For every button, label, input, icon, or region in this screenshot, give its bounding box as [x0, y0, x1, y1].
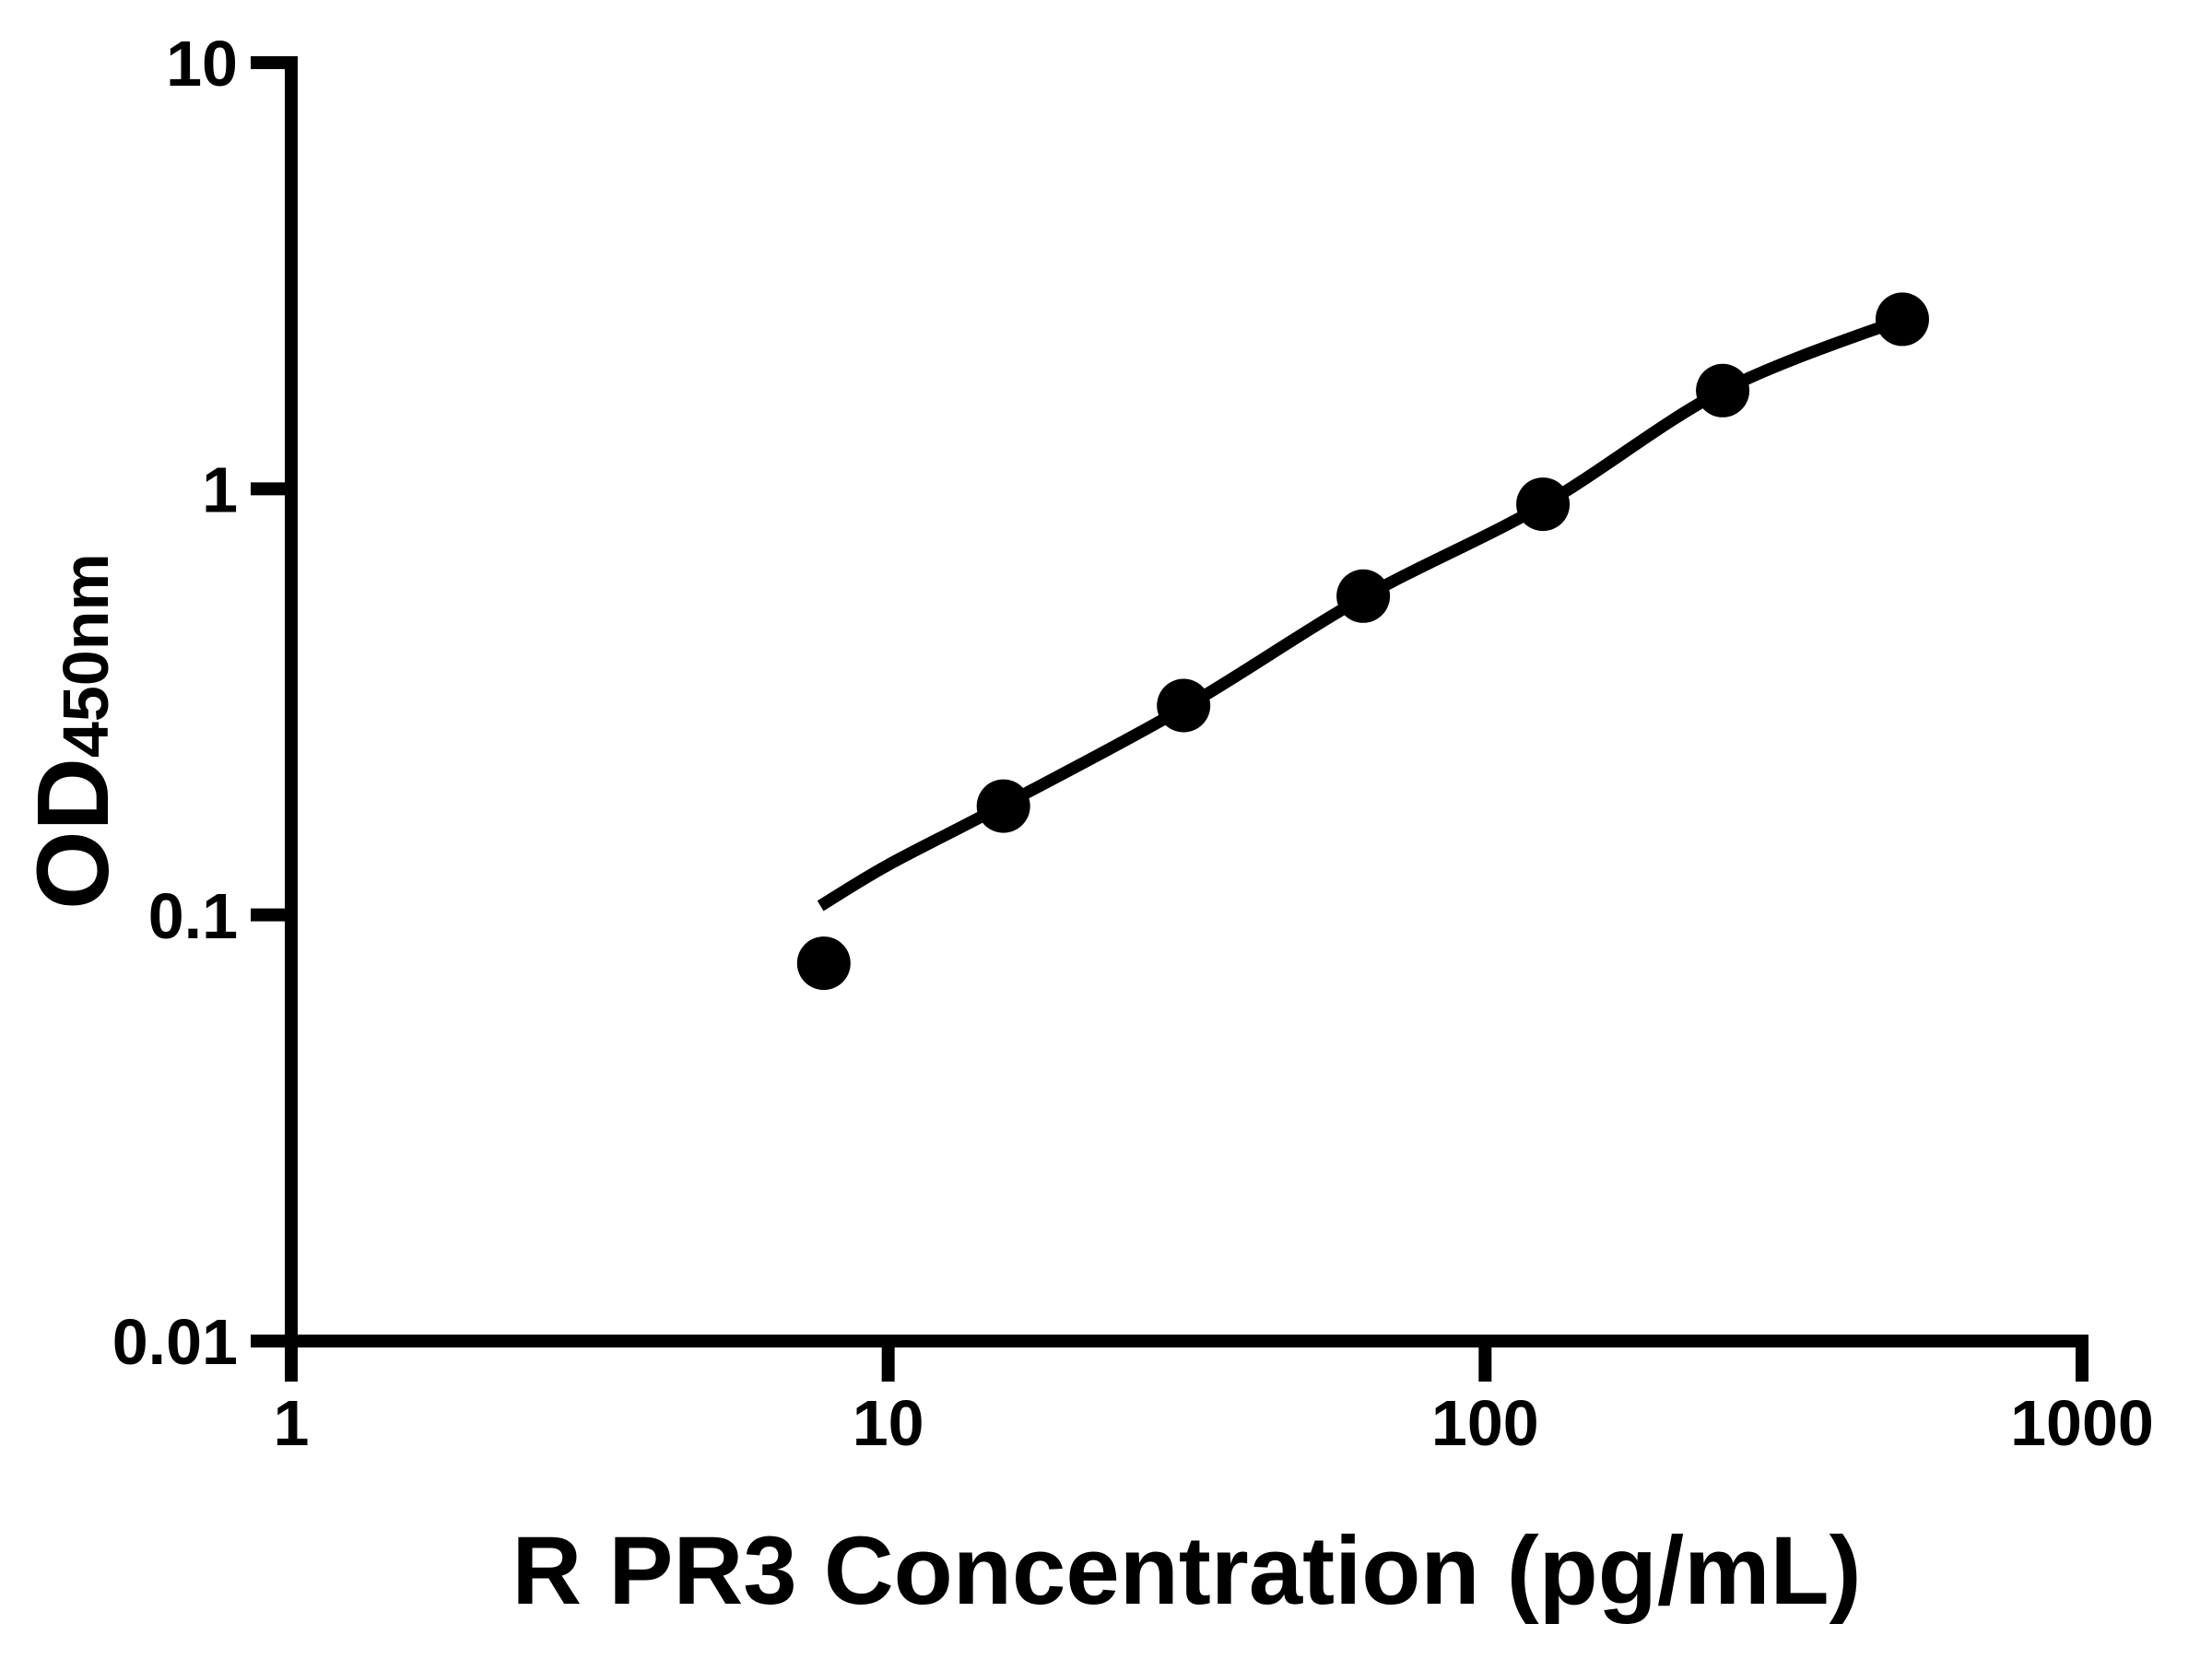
y-tick-label: 1: [202, 454, 238, 526]
y-axis-ticks: 0.01 0.1 1 10: [112, 28, 291, 1378]
x-tick-label: 1000: [2010, 1387, 2154, 1459]
y-tick-label: 0.01: [112, 1306, 238, 1378]
data-point-marker: [1876, 292, 1929, 347]
data-point-marker: [976, 779, 1030, 833]
x-axis-ticks: 1 10 100 1000: [274, 1341, 2154, 1459]
x-tick-label: 10: [853, 1387, 924, 1459]
data-point-marker: [1516, 477, 1571, 532]
x-tick-label: 1: [274, 1387, 310, 1459]
data-point-marker: [1336, 569, 1391, 623]
data-point-marker: [1157, 678, 1211, 733]
data-point-marker: [1696, 363, 1750, 418]
axes: [285, 56, 2088, 1347]
y-axis-title: OD450nm: [17, 553, 130, 910]
x-axis-title: R PR3 Concentration (pg/mL): [512, 1517, 1861, 1625]
y-axis-title-subscript: 450nm: [50, 553, 122, 758]
y-tick-label: 10: [166, 28, 238, 100]
data-point-marker: [796, 936, 851, 991]
y-tick-label: 0.1: [148, 880, 238, 952]
data-points: [796, 292, 1929, 991]
y-axis-title-main: OD: [17, 758, 130, 910]
x-tick-label: 100: [1431, 1387, 1539, 1459]
